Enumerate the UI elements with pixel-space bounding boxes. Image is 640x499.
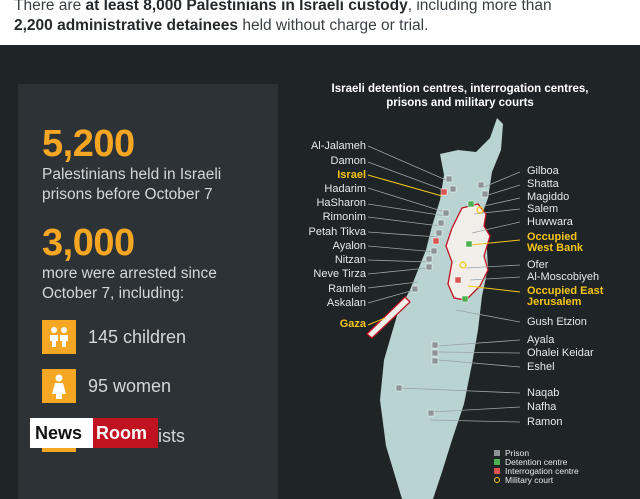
location-label: Magiddo: [527, 191, 570, 203]
category-label: 145 children: [88, 327, 187, 347]
headline-bold-text: at least 8,000 Palestinians in Israeli c…: [85, 0, 408, 14]
map-title: Israeli detention centres, interrogation…: [300, 82, 620, 110]
location-label: Occupied East: [527, 285, 604, 297]
gaza-territory: [366, 296, 411, 339]
location-label: Israel: [337, 169, 366, 181]
location-label: Shatta: [527, 178, 559, 190]
location-label: Neve Tirza: [313, 268, 366, 280]
stat-description-line: more were arrested since: [42, 265, 217, 282]
location-label: Askalan: [326, 297, 366, 309]
category-label: 95 women: [88, 376, 172, 396]
headline-band: [0, 0, 640, 45]
stat-description-line: Palestinians held in Israeli: [42, 166, 222, 183]
location-label: Gush Etzion: [527, 316, 587, 328]
location-label: Gaza: [339, 318, 366, 330]
location-label: Hadarim: [324, 183, 366, 195]
map-title-line: Israeli detention centres, interrogation…: [331, 83, 589, 95]
legend-label: Detention centre: [505, 457, 568, 467]
location-label: HaSharon: [316, 197, 366, 209]
military-court-markers: [459, 206, 484, 269]
legend-swatch: [494, 477, 500, 483]
leader-lines: [367, 145, 521, 423]
stat-description: more were arrested since October 7, incl…: [42, 264, 272, 304]
location-label: Eshel: [527, 361, 555, 373]
legend-swatch: [494, 468, 500, 474]
map-title-line: prisons and military courts: [386, 97, 534, 109]
location-label: Naqab: [527, 387, 560, 399]
newsroom-watermark-logo: News Room: [30, 418, 158, 448]
location-label: Ofer: [527, 259, 549, 271]
headline-text: , including more than: [407, 0, 552, 14]
location-label: Huwwara: [527, 216, 573, 228]
legend-item: Interrogation centre: [494, 466, 579, 476]
location-label: Ayala: [527, 334, 555, 346]
location-label: Gilboa: [527, 165, 559, 177]
location-label: Rimonim: [322, 211, 366, 223]
location-label: Jerusalem: [527, 296, 582, 308]
location-label: Al-Moscobiyeh: [527, 271, 600, 283]
stat-number: 5,200: [42, 123, 135, 165]
location-label: Occupied: [527, 231, 578, 243]
interrogation-centre-markers: [432, 188, 462, 284]
legend-label: Prison: [505, 448, 530, 458]
headline: There are at least 8,000 Palestinians in…: [14, 0, 624, 36]
stat-description-line: prisons before October 7: [42, 186, 213, 203]
stat-description: Palestinians held in Israeli prisons bef…: [42, 165, 272, 205]
location-label: Ramleh: [328, 283, 366, 295]
legend-swatch: [494, 459, 500, 465]
location-label: Ramon: [527, 416, 563, 428]
location-label: Al-Jalameh: [310, 140, 366, 152]
location-label: Ohalei Keidar: [527, 347, 594, 359]
location-label: Ayalon: [332, 240, 366, 252]
location-label: Petah Tikva: [308, 226, 366, 238]
headline-text: There are: [14, 0, 86, 14]
location-label: Nafha: [527, 401, 557, 413]
legend-item: Military court: [494, 475, 553, 485]
location-label: West Bank: [527, 242, 584, 254]
location-label: Damon: [330, 155, 366, 167]
children-icon: [42, 320, 76, 354]
legend-label: Military court: [505, 475, 554, 485]
prison-markers: [395, 175, 489, 417]
stat-number: 3,000: [42, 222, 135, 264]
location-label: Salem: [527, 203, 559, 215]
headline-text: held without charge or trial.: [238, 17, 429, 34]
location-label: Nitzan: [334, 254, 366, 266]
highlight-lines: [367, 174, 521, 326]
stat-description-line: October 7, including:: [42, 285, 185, 302]
detention-centre-markers: [461, 200, 475, 303]
legend-item: Detention centre: [494, 457, 567, 467]
legend-item: Prison: [494, 448, 529, 458]
headline-bold-text: 2,200 administrative detainees: [14, 17, 239, 34]
legend-label: Interrogation centre: [505, 466, 579, 476]
woman-icon: [42, 369, 76, 403]
legend-swatch: [494, 450, 500, 456]
west-bank-territory: [445, 203, 491, 301]
